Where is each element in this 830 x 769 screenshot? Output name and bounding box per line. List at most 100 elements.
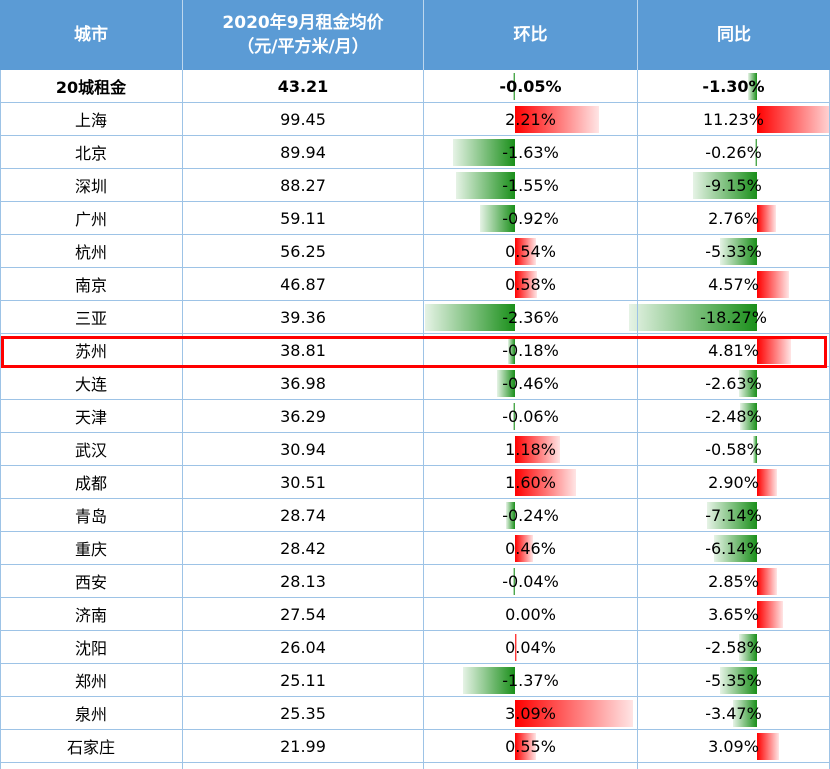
- header-price-line2: （元/平方米/月）: [237, 37, 369, 57]
- yoy-cell-value: -0.26%: [705, 142, 762, 162]
- city-cell: 青岛: [74, 507, 107, 526]
- yoy-cell-value: 11.23%: [702, 109, 764, 129]
- yoy-cell-value: -7.14%: [705, 505, 762, 525]
- mom-cell-value: 0.54%: [505, 241, 556, 261]
- mom-cell-value: 0.55%: [505, 736, 556, 756]
- positive-bar: [757, 271, 790, 298]
- header-mom: 环比: [513, 25, 548, 45]
- negative-bar: [692, 172, 757, 199]
- table-row: 深圳 88.27 -1.55% -9.15%: [0, 169, 830, 202]
- negative-bar: [739, 403, 757, 430]
- yoy-cell-value: 3.65%: [708, 604, 759, 624]
- mom-cell-value: -2.36%: [502, 307, 559, 327]
- price-cell: 21.99: [280, 736, 326, 756]
- header-city: 城市: [74, 25, 108, 45]
- city-cell: 济南: [74, 606, 107, 625]
- city-cell: 成都: [74, 474, 107, 493]
- header-price: 2020年9月租金均价 （元/平方米/月）: [183, 0, 423, 70]
- yoy-cell-value: -5.33%: [705, 241, 762, 261]
- mom-cell: -0.05%: [424, 70, 637, 102]
- yoy-cell: -1.30%: [638, 70, 829, 102]
- price-cell: 28.13: [280, 571, 326, 591]
- column-divider: [0, 70, 1, 769]
- positive-bar: [515, 271, 538, 298]
- mom-cell-value: 3.09%: [505, 703, 556, 723]
- city-cell: 沈阳: [74, 639, 107, 658]
- city-cell: 重庆: [74, 540, 107, 559]
- header-divider: [423, 0, 424, 70]
- mom-cell-value: 1.60%: [505, 472, 556, 492]
- table-row: 广州 59.11 -0.92% 2.76%: [0, 202, 830, 235]
- mom-cell-value: -1.55%: [502, 175, 559, 195]
- yoy-cell-value: 2.85%: [708, 571, 759, 591]
- mom-cell: -0.92%: [424, 202, 637, 234]
- mom-cell-value: -0.92%: [502, 208, 559, 228]
- mom-cell: -1.63%: [424, 136, 637, 168]
- table-row: 苏州 38.81 -0.18% 4.81%: [0, 334, 830, 367]
- table-row: 青岛 28.74 -0.24% -7.14%: [0, 499, 830, 532]
- positive-bar: [757, 337, 791, 364]
- negative-bar: [424, 304, 515, 331]
- mom-cell-value: 1.18%: [505, 439, 556, 459]
- yoy-cell: 4.57%: [638, 268, 829, 300]
- yoy-cell: 2.85%: [638, 565, 829, 597]
- negative-bar: [752, 436, 757, 463]
- price-cell: 59.11: [280, 208, 326, 228]
- header-price-line1: 2020年9月租金均价: [222, 13, 384, 33]
- header-divider: [182, 0, 183, 70]
- price-cell: 28.42: [280, 538, 326, 558]
- yoy-cell: -2.48%: [638, 400, 829, 432]
- negative-bar: [513, 73, 516, 100]
- mom-cell: 0.54%: [424, 235, 637, 267]
- price-cell: 36.98: [280, 373, 326, 393]
- mom-cell-value: -0.05%: [499, 76, 562, 96]
- mom-cell: -0.24%: [424, 499, 637, 531]
- table-row: 北京 89.94 -1.63% -0.26%: [0, 136, 830, 169]
- mom-cell: 1.60%: [424, 466, 637, 498]
- yoy-cell: -5.33%: [638, 235, 829, 267]
- mom-cell-value: -0.46%: [502, 373, 559, 393]
- price-cell: 89.94: [280, 142, 326, 162]
- yoy-cell-value: -2.58%: [705, 637, 762, 657]
- price-cell: 28.74: [280, 505, 326, 525]
- mom-cell: 0.58%: [424, 268, 637, 300]
- yoy-cell-value: -3.47%: [705, 703, 762, 723]
- mom-cell: -0.18%: [424, 334, 637, 366]
- yoy-cell: -0.26%: [638, 136, 829, 168]
- table-row: 南京 46.87 0.58% 4.57%: [0, 268, 830, 301]
- yoy-cell: -5.35%: [638, 664, 829, 696]
- table-row: 重庆 28.42 0.46% -6.14%: [0, 532, 830, 565]
- table-row: 泉州 25.35 3.09% -3.47%: [0, 697, 830, 730]
- positive-bar: [757, 568, 777, 595]
- negative-bar: [508, 337, 515, 364]
- price-cell: 56.25: [280, 241, 326, 261]
- city-cell: 北京: [74, 144, 107, 163]
- table-row: 济南 27.54 0.00% 3.65%: [0, 598, 830, 631]
- mom-cell: 0.00%: [424, 598, 637, 630]
- yoy-cell-value: -2.63%: [705, 373, 762, 393]
- positive-bar: [757, 205, 777, 232]
- negative-bar: [755, 139, 758, 166]
- table-row: 石家庄 21.99 0.55% 3.09%: [0, 730, 830, 763]
- table-header: 城市 2020年9月租金均价 （元/平方米/月） 环比 同比: [0, 0, 830, 70]
- positive-bar: [757, 733, 779, 760]
- negative-bar: [713, 535, 757, 562]
- yoy-cell-value: -5.35%: [705, 670, 762, 690]
- city-cell: 武汉: [74, 441, 107, 460]
- negative-bar: [732, 700, 757, 727]
- yoy-cell-value: -6.14%: [705, 538, 762, 558]
- negative-bar: [497, 370, 515, 397]
- negative-bar: [738, 634, 757, 661]
- mom-cell: -0.06%: [424, 400, 637, 432]
- negative-bar: [452, 139, 515, 166]
- yoy-cell-value: -0.58%: [705, 439, 762, 459]
- mom-cell-value: -0.06%: [502, 406, 559, 426]
- yoy-cell-value: 2.90%: [708, 472, 759, 492]
- price-cell: 38.81: [280, 340, 326, 360]
- negative-bar: [629, 304, 757, 331]
- city-cell: 上海: [74, 111, 107, 130]
- mom-cell: 2.21%: [424, 103, 637, 135]
- yoy-cell: 2.90%: [638, 466, 829, 498]
- table-row: 西安 28.13 -0.04% 2.85%: [0, 565, 830, 598]
- positive-bar: [757, 469, 778, 496]
